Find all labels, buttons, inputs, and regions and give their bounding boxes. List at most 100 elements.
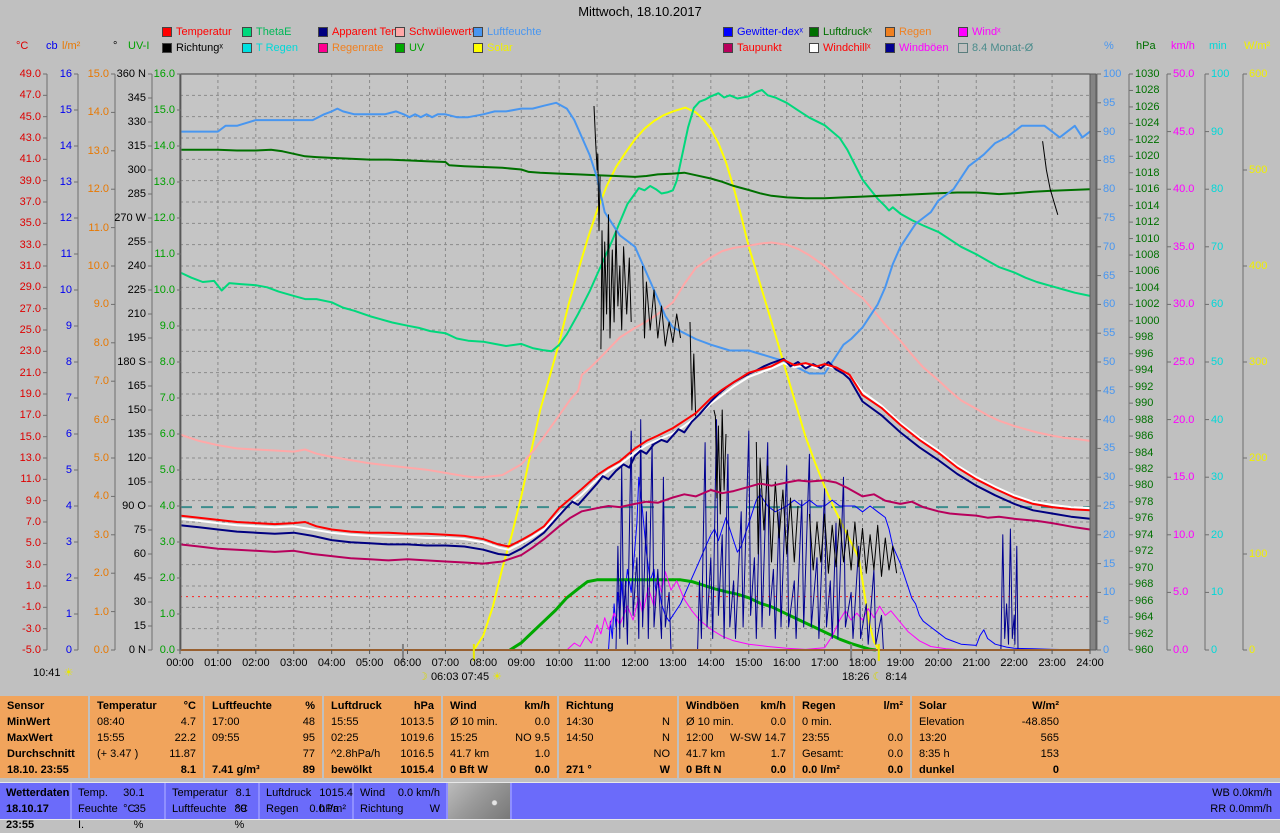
status-label: Richtung xyxy=(360,803,404,815)
x-axis-label: 16:00 xyxy=(772,657,801,669)
legend-item-Luftfeuchte[interactable]: Luftfeuchte xyxy=(473,26,541,38)
legend-item-UV[interactable]: UV xyxy=(395,42,424,54)
series-Richtung xyxy=(689,321,697,419)
axis-tick-label-°C: 45.0 xyxy=(19,110,41,123)
plot-area[interactable] xyxy=(0,0,1280,695)
axis-tick-label-cb: 0 xyxy=(65,644,72,656)
legend-item-Richtungˣ[interactable]: Richtungˣ xyxy=(162,42,223,54)
summary-col-luftfeuchte: Luftfeuchte% 17:00 48 09:55 95 77 7.41 g/m³ 89 xyxy=(205,696,322,778)
summary-col-unit: °C xyxy=(183,700,196,712)
axis-tick-label-UV-I: 16.0 xyxy=(153,68,175,80)
x-axis-label: 19:00 xyxy=(886,657,915,669)
summary-value: NO 9.5 xyxy=(515,732,550,744)
legend-item-T Regen[interactable]: T Regen xyxy=(242,42,298,54)
series-Richtung xyxy=(755,441,799,563)
summary-value: 0.0 xyxy=(770,764,786,776)
legend-item-Taupunkt[interactable]: Taupunkt xyxy=(723,42,782,54)
legend-item-Windˣ[interactable]: Windˣ xyxy=(958,26,1001,38)
axis-tick-label-%: 65 xyxy=(1103,269,1116,282)
axis-tick-label-hPa: 1026 xyxy=(1135,100,1160,113)
legend-label: Windˣ xyxy=(972,26,1001,38)
axis-tick-label-W/m²: 100 xyxy=(1249,548,1268,560)
axis-tick-label-hPa: 994 xyxy=(1135,364,1154,377)
legend-item-Solar[interactable]: Solar xyxy=(473,42,513,54)
series-Richtung xyxy=(713,409,727,515)
axis-tick-label-°: 285 xyxy=(127,188,146,200)
axis-tick-label-UV-I: 5.0 xyxy=(159,464,175,476)
legend-swatch xyxy=(885,43,895,53)
series-Luftdruck xyxy=(180,148,1091,200)
legend-item-Apparent Tem[interactable]: Apparent Tem xyxy=(318,26,400,38)
axis-tick-label-l/m²: 4.0 xyxy=(93,490,109,503)
axis-tick-label-°C: 3.0 xyxy=(25,558,41,571)
legend-item-Regenrate[interactable]: Regenrate xyxy=(318,42,383,54)
legend-item-Schwülewertˣ[interactable]: Schwülewertˣ xyxy=(395,26,475,38)
status-bar: Wetterdaten 18.10.17 23:55 Temp. I. 30.1 … xyxy=(0,782,1280,831)
legend-item-8.4 Monat-Ø[interactable]: 8.4 Monat-Ø xyxy=(958,42,1033,54)
legend-item-Windböen[interactable]: Windböen xyxy=(885,42,949,54)
axis-tick-label-hPa: 1014 xyxy=(1135,199,1160,212)
summary-label: 13:20 xyxy=(919,732,947,744)
axis-unit-min: min xyxy=(1209,40,1227,52)
sunset-time: 18:26 xyxy=(842,671,870,683)
legend-item-Gewitter-dexˣ[interactable]: Gewitter-dexˣ xyxy=(723,26,803,38)
axis-tick-label-°C: 37.0 xyxy=(19,196,41,208)
legend-item-Windchillˣ[interactable]: Windchillˣ xyxy=(809,42,871,54)
legend-swatch xyxy=(473,43,483,53)
axis-tick-label-cb: 9 xyxy=(65,320,72,332)
axis-tick-label-%: 90 xyxy=(1103,125,1116,138)
axis-tick-label-km/h: 5.0 xyxy=(1173,586,1189,599)
daylight-duration: 10:41 ☀ xyxy=(33,667,74,679)
summary-value: 0.0 xyxy=(887,764,903,776)
axis-tick-label-°C: 29.0 xyxy=(19,281,41,294)
legend-label: Regen xyxy=(899,26,932,38)
axis-tick-label-hPa: 1022 xyxy=(1135,133,1160,146)
summary-label: Elevation xyxy=(919,716,965,728)
legend-item-Temperatur[interactable]: Temperatur xyxy=(162,26,232,38)
axis-tick-label-°: 165 xyxy=(127,380,146,392)
x-axis-label: 02:00 xyxy=(242,657,270,669)
axis-tick-label-hPa: 968 xyxy=(1135,578,1154,591)
axis-tick-label-l/m²: 5.0 xyxy=(93,452,109,464)
status-value: 8.1 °C xyxy=(235,787,251,815)
axis-tick-label-UV-I: 9.0 xyxy=(159,320,175,332)
axis-tick-label-km/h: 35.0 xyxy=(1173,240,1195,253)
legend-label: Windchillˣ xyxy=(823,42,871,54)
legend-label: ThetaE xyxy=(256,26,292,38)
series-Windböen xyxy=(697,419,884,651)
summary-col-temperatur: Temperatur °C 08:40 4.7 15:55 22.2 (+ 3.47 ) 11… xyxy=(90,696,203,778)
summary-value: 1.0 xyxy=(534,748,550,760)
axis-tick-label-°: 240 xyxy=(127,260,146,272)
legend-item-Regen[interactable]: Regen xyxy=(885,26,931,38)
status-value: 1015.4 hPa xyxy=(319,787,353,815)
legend-swatch xyxy=(395,27,405,37)
axis-tick-label-W/m²: 200 xyxy=(1249,452,1268,464)
axis-tick-label-cb: 8 xyxy=(65,356,72,368)
summary-label: (+ 3.47 ) xyxy=(97,748,139,760)
axis-tick-label-°: 105 xyxy=(127,476,146,488)
summary-label: 0 min. xyxy=(802,716,832,728)
axis-tick-label-°: 75 xyxy=(133,524,146,536)
axis-tick-label-hPa: 974 xyxy=(1135,528,1154,541)
axis-tick-label-W/m²: 300 xyxy=(1249,356,1268,368)
summary-value: 0.0 xyxy=(887,732,903,744)
axis-tick-label-hPa: 962 xyxy=(1135,627,1154,640)
legend-item-Luftdruckˣ[interactable]: Luftdruckˣ xyxy=(809,26,872,38)
status-panel-1: Temperatur 8.1 °C Luftfeuchte 89 % xyxy=(166,783,260,831)
status-value: 0.0 km/h xyxy=(397,787,440,799)
x-axis-label: 05:00 xyxy=(355,657,384,669)
axis-tick-label-%: 20 xyxy=(1103,528,1116,541)
axis-tick-label-%: 0 xyxy=(1103,644,1110,656)
axis-tick-label-°C: 5.0 xyxy=(25,537,41,550)
plot-right-bar xyxy=(1089,73,1097,651)
axis-tick-label-UV-I: 10.0 xyxy=(153,284,175,296)
axis-tick-label-hPa: 1010 xyxy=(1135,232,1160,245)
axis-tick-label-cb: 12 xyxy=(59,212,72,224)
summary-col-wind: Wind km/h Ø 10 min. 0.0 15:25 NO 9.5 41.7 km 1.… xyxy=(443,696,557,778)
summary-value: 0.0 xyxy=(887,748,903,760)
series-ThetaE xyxy=(179,89,1091,353)
legend-item-ThetaE[interactable]: ThetaE xyxy=(242,26,291,38)
axis-unit-cb: cb xyxy=(46,40,58,52)
summary-value: 0 xyxy=(1052,764,1059,776)
summary-value: 1.7 xyxy=(770,748,786,760)
